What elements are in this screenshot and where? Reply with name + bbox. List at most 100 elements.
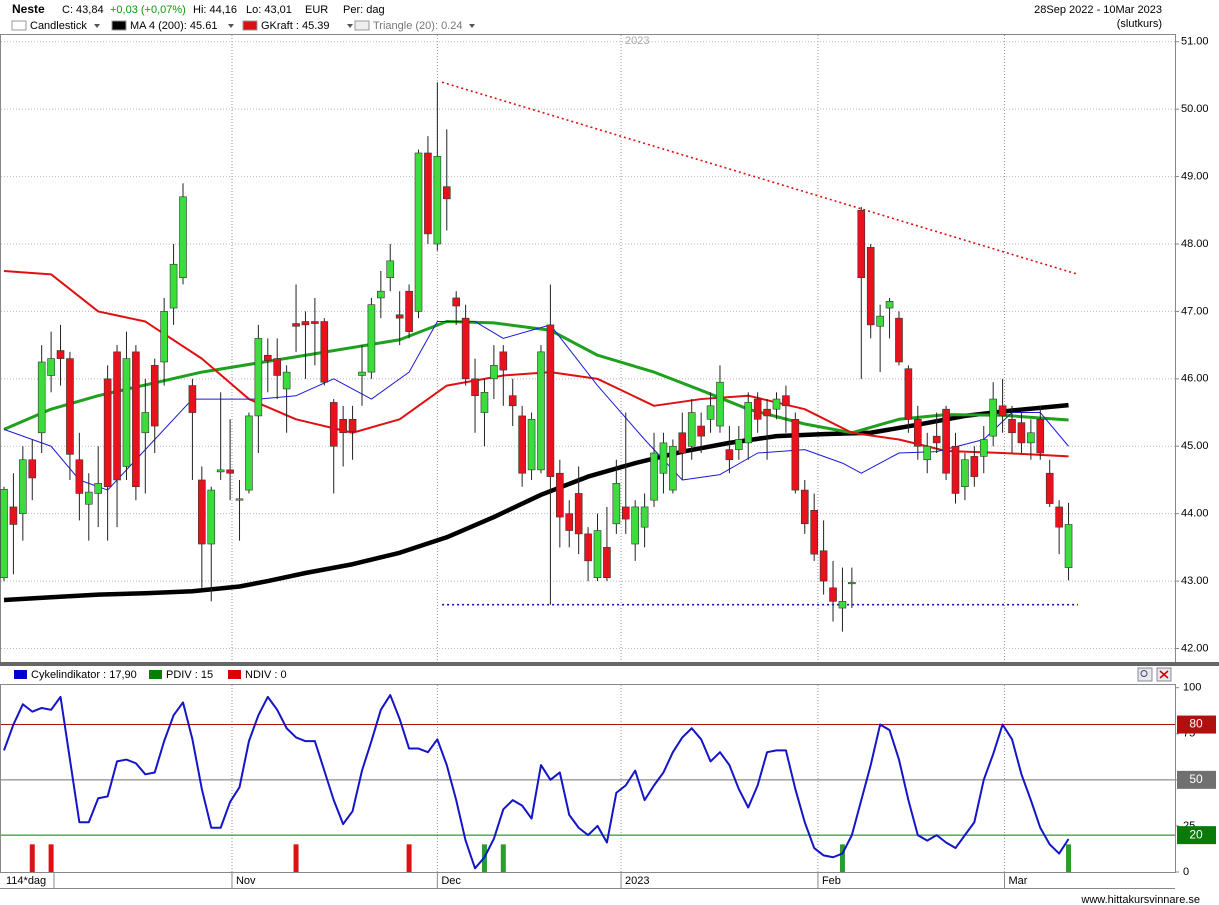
candle-body [367,304,376,373]
candle-body [424,152,432,235]
y-tick-label: 42.00 [1181,642,1209,654]
candle-body [537,351,545,471]
moving-average [3,269,1069,458]
candle-body [989,398,997,437]
candle-body [226,469,234,474]
level-box [1177,770,1216,789]
level-label: 20 [1189,827,1203,841]
candle-body [348,418,357,432]
candle-body [819,550,828,582]
divergence-bar [48,844,54,872]
candle-body [94,483,103,494]
candle-body [970,456,979,477]
candle-body [650,452,658,501]
candle-body [471,378,479,396]
candle-body [603,547,611,579]
triangle-line [441,81,1079,276]
candle-body [885,301,894,309]
legend-swatch [14,670,27,679]
candle-body [697,425,705,437]
y-tick-label: 47.00 [1181,305,1209,317]
candle-body [207,489,216,545]
dropdown-arrow [228,24,234,28]
candle-body [452,297,460,307]
candle-body [942,408,950,474]
candle-body [216,469,225,473]
candle-body [508,395,517,407]
candle-body [433,156,442,245]
candle-body [254,338,263,417]
y-tick-label: 50.00 [1181,103,1209,115]
candle-body [480,392,489,413]
candle-body [546,324,555,477]
legend-label: Cykelindikator : 17,90 [31,669,137,681]
candle-body [414,152,423,312]
legend-label: PDIV : 15 [166,669,213,681]
candle-body [75,459,84,494]
x-tick-label: Nov [236,875,256,887]
candle-body [141,412,150,434]
candle-body [961,459,969,488]
moving-average [3,320,1069,435]
y-tick-label: 45.00 [1181,440,1209,452]
candle-body [669,445,677,491]
candle-body [1017,422,1026,444]
candle-body [763,408,771,417]
candle-body [358,371,366,376]
change: +0,03 (+0,07%) [110,4,186,16]
candle-body [329,402,338,447]
footer: www.hittakursvinnare.se [1080,894,1200,905]
x-tick-label: 2023 [625,875,649,887]
candle-body [829,587,837,602]
candle-body [1036,418,1045,454]
close-price: C: 43,84 [62,4,104,16]
zoom-button[interactable] [1137,667,1153,682]
candle-body [292,323,300,327]
legend-label: MA 4 (200): 45.61 [130,20,217,32]
legend-label: Candlestick [30,20,87,32]
candle-body [499,351,508,371]
divergence-bar [29,844,35,872]
candle-body [640,506,649,528]
legend-swatch [228,670,241,679]
divergence-bar [293,844,299,872]
divergence-bar [406,844,412,872]
candle-body [584,533,592,562]
candle-body [518,415,526,474]
panel-separator [0,662,1219,666]
divergence-bar [500,844,506,872]
moving-average [3,321,1069,491]
candle-body [951,445,960,494]
candle-body [150,365,159,427]
candle-body [838,601,847,609]
zoom-icon [1140,670,1148,677]
candle-body [47,358,55,376]
candle-body [1055,506,1063,528]
candle-body [301,321,310,326]
candle-body [84,491,93,505]
candle-body [179,196,187,279]
candle-body [1027,432,1035,444]
divergence-bar [839,844,845,872]
price-type: (slutkurs) [1117,18,1162,30]
candle-body [848,582,856,585]
level-label: 80 [1189,717,1203,731]
candle-body [263,354,272,361]
candle-body [442,186,451,200]
candle-body [56,350,65,359]
candle-body [772,398,781,410]
candle-body [490,365,498,380]
candle-body [273,358,282,376]
y-tick-label: 0 [1183,866,1189,878]
legend-swatch [354,20,370,31]
level-box [1177,715,1216,734]
y-tick-label: 46.00 [1181,373,1209,385]
y-tick-label: 48.00 [1181,238,1209,250]
level-label: 50 [1189,772,1203,786]
legend-swatch [111,20,127,31]
candle-body [678,432,687,454]
legend-label: Triangle (20): 0.24 [373,20,462,32]
legend-swatch [242,20,258,31]
candle-body [753,398,762,420]
candle-body [659,442,668,474]
